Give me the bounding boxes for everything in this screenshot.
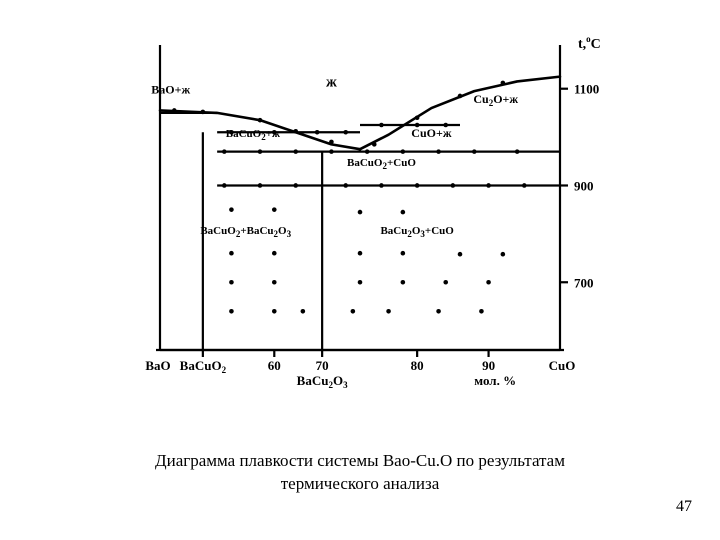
svg-text:80: 80 [411,358,424,373]
svg-text:70: 70 [316,358,329,373]
svg-text:60: 60 [268,358,281,373]
svg-text:900: 900 [574,178,594,193]
page-number: 47 [676,498,692,516]
svg-text:CuO: CuO [549,358,576,373]
caption-line-2: термического анализа [281,474,440,493]
svg-text:BaCuO2+BaCu2O3: BaCuO2+BaCu2O3 [200,225,291,239]
svg-text:CuO+ж: CuO+ж [411,126,452,140]
svg-text:90: 90 [482,358,495,373]
caption-line-1: Диаграмма плавкости системы Bao-Cu.O по … [155,451,565,470]
svg-text:ж: ж [326,74,337,90]
svg-text:BaCu2O3: BaCu2O3 [297,373,348,390]
phase-diagram-chart: 700 900 1100 t,oC BaCuO2 60 70BaCu2O3 80 90 BaO Cu… [120,30,620,410]
svg-text:BaCu2O3+CuO: BaCu2O3+CuO [380,225,454,239]
svg-text:BaO: BaO [145,358,170,373]
svg-text:t,oC: t,oC [578,34,601,52]
svg-text:BaCuO2+CuO: BaCuO2+CuO [347,157,416,171]
svg-text:мол. %: мол. % [474,373,516,388]
svg-text:BaCuO2+ж: BaCuO2+ж [226,128,280,142]
figure-caption: Диаграмма плавкости системы Bao-Cu.O по … [0,450,720,496]
svg-text:700: 700 [574,275,594,290]
svg-text:BaCuO2: BaCuO2 [180,358,227,375]
svg-text:1100: 1100 [574,82,599,97]
svg-text:Cu2O+ж: Cu2O+ж [473,92,518,108]
svg-text:BaO+ж: BaO+ж [151,83,190,97]
